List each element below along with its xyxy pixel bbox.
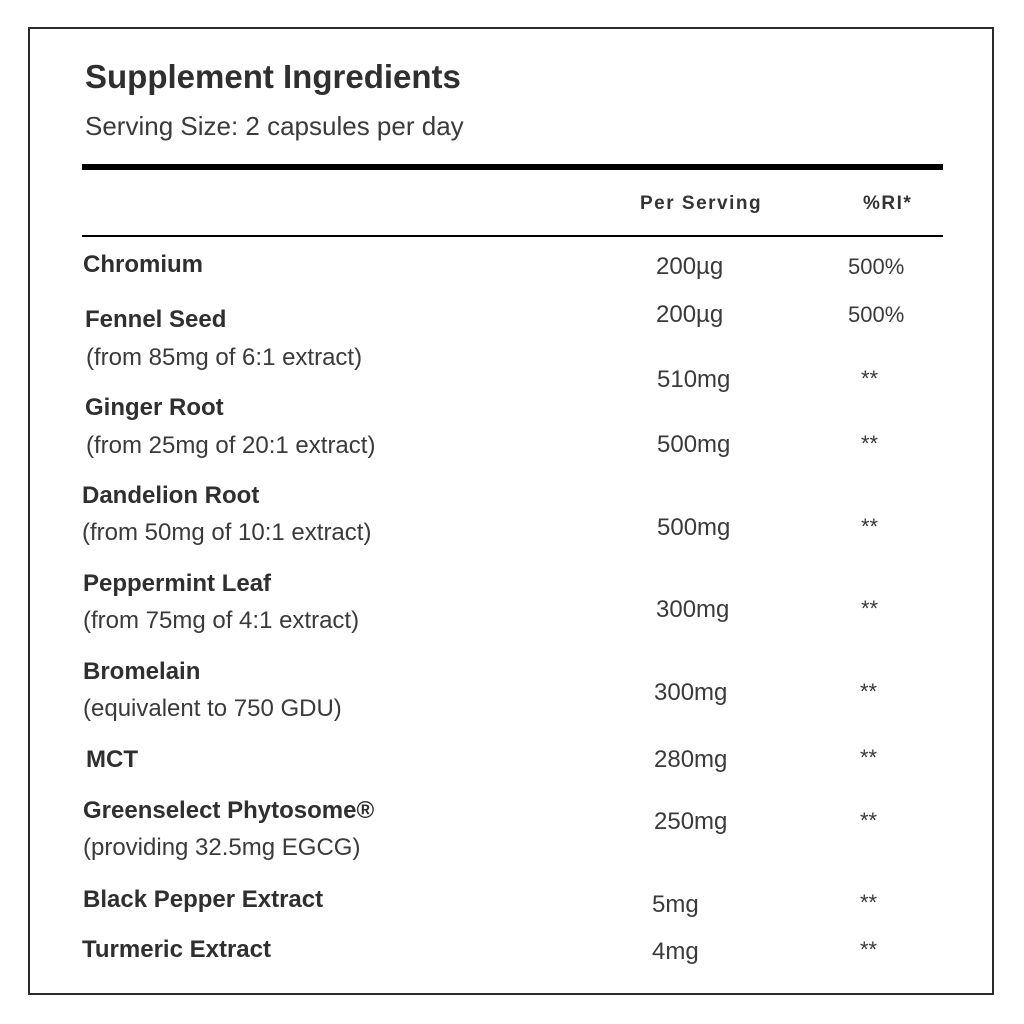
ingredient-amount: 200µg bbox=[656, 301, 724, 328]
ingredient-ri: ** bbox=[860, 808, 878, 833]
ingredient-ri: ** bbox=[861, 596, 879, 621]
label-title: Supplement Ingredients bbox=[85, 58, 461, 95]
ingredient-amount: 300mg bbox=[656, 596, 730, 623]
ingredient-ri: ** bbox=[861, 514, 879, 539]
ingredient-detail: (equivalent to 750 GDU) bbox=[83, 695, 342, 722]
ingredient-ri: ** bbox=[861, 366, 879, 391]
ingredient-name: Bromelain bbox=[83, 658, 201, 685]
ingredient-detail: (from 25mg of 20:1 extract) bbox=[86, 432, 376, 459]
ingredient-name: Dandelion Root bbox=[82, 482, 260, 509]
ingredient-amount: 510mg bbox=[657, 366, 731, 393]
ingredient-amount: 280mg bbox=[654, 746, 728, 773]
ingredient-name: MCT bbox=[86, 746, 138, 773]
ingredient-amount: 250mg bbox=[654, 808, 728, 835]
ingredient-name: Greenselect Phytosome® bbox=[83, 797, 375, 824]
ingredient-detail: (providing 32.5mg EGCG) bbox=[83, 834, 361, 861]
ingredient-name: Chromium bbox=[83, 251, 203, 278]
serving-size: Serving Size: 2 capsules per day bbox=[85, 111, 464, 141]
ingredient-name: Turmeric Extract bbox=[82, 936, 271, 963]
thick-divider bbox=[82, 164, 943, 170]
ingredient-detail: (from 50mg of 10:1 extract) bbox=[82, 519, 372, 546]
ingredient-name: Peppermint Leaf bbox=[83, 570, 272, 597]
ingredient-amount: 300mg bbox=[654, 679, 728, 706]
ingredient-amount: 500mg bbox=[657, 431, 731, 458]
ingredient-detail: (from 75mg of 4:1 extract) bbox=[83, 607, 360, 634]
ingredient-name: Black Pepper Extract bbox=[83, 886, 324, 913]
ingredient-amount: 200µg bbox=[656, 253, 724, 280]
ingredient-amount: 5mg bbox=[652, 891, 699, 918]
label-frame bbox=[28, 27, 994, 995]
ingredient-detail: (from 85mg of 6:1 extract) bbox=[86, 344, 363, 371]
ingredient-ri: 500% bbox=[848, 302, 905, 327]
ingredient-ri: ** bbox=[860, 679, 878, 704]
ingredient-ri: 500% bbox=[848, 254, 905, 279]
ingredient-ri: ** bbox=[860, 745, 878, 770]
thin-divider bbox=[82, 235, 943, 237]
ri-header: %RI* bbox=[863, 193, 913, 214]
ingredient-ri: ** bbox=[860, 890, 878, 915]
ingredient-name: Ginger Root bbox=[85, 394, 224, 421]
per-serving-header: Per Serving bbox=[640, 193, 763, 214]
ingredient-amount: 4mg bbox=[652, 938, 699, 965]
ingredient-ri: ** bbox=[860, 937, 878, 962]
ingredient-amount: 500mg bbox=[657, 514, 731, 541]
ingredient-ri: ** bbox=[861, 431, 879, 456]
ingredient-name: Fennel Seed bbox=[85, 306, 227, 333]
